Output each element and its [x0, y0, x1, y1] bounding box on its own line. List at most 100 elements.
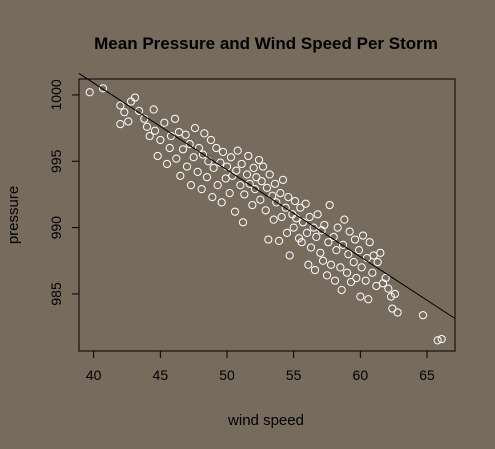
data-point: [292, 214, 301, 223]
data-point: [285, 251, 294, 260]
data-point: [230, 207, 240, 216]
data-point: [198, 150, 208, 159]
data-point: [248, 200, 257, 210]
data-point: [304, 260, 313, 269]
data-point: [240, 190, 249, 199]
data-point: [197, 185, 206, 194]
data-point: [325, 200, 334, 210]
data-point: [172, 154, 181, 163]
data-point: [160, 118, 169, 127]
data-point: [358, 231, 368, 240]
data-point: [433, 336, 442, 345]
data-point: [277, 212, 286, 222]
data-point: [346, 277, 356, 287]
data-point: [324, 238, 333, 247]
data-point: [149, 105, 158, 114]
x-tick-label: 40: [86, 367, 102, 383]
data-point: [354, 246, 364, 255]
regression-line: [78, 73, 456, 319]
data-point: [364, 295, 373, 304]
data-point: [226, 153, 236, 162]
data-point: [309, 223, 318, 232]
data-point: [242, 170, 252, 179]
data-point: [262, 183, 272, 192]
data-point: [153, 151, 162, 161]
y-tick-label: 990: [48, 216, 64, 240]
data-point: [204, 157, 213, 166]
data-point: [369, 251, 378, 260]
data-point: [232, 166, 241, 175]
data-point: [250, 185, 260, 194]
x-tick-label: 65: [419, 367, 435, 383]
data-point: [333, 223, 342, 232]
data-point: [390, 289, 400, 299]
data-point: [206, 135, 216, 145]
chart-title: Mean Pressure and Wind Speed Per Storm: [94, 34, 438, 53]
data-point: [305, 212, 314, 222]
x-tick-label: 50: [219, 367, 235, 383]
data-point: [310, 265, 320, 275]
plot-frame: [78, 78, 456, 352]
data-point: [338, 240, 348, 249]
data-point: [318, 256, 328, 265]
data-point: [281, 203, 290, 212]
data-point: [418, 311, 428, 320]
data-point: [269, 215, 278, 224]
data-point: [317, 226, 326, 235]
data-point: [352, 273, 361, 283]
data-point: [182, 162, 192, 171]
data-point: [356, 292, 365, 301]
data-point: [190, 123, 200, 133]
data-point: [162, 159, 172, 169]
data-point: [297, 238, 306, 247]
data-point: [368, 268, 377, 277]
fit-line-layer: [78, 73, 456, 319]
data-point: [336, 263, 345, 272]
data-point: [257, 177, 266, 186]
data-points: [85, 84, 446, 345]
data-point: [388, 304, 397, 313]
data-point: [124, 117, 133, 126]
data-point: [326, 260, 336, 269]
data-point: [208, 192, 217, 202]
data-point: [350, 235, 360, 244]
data-point: [156, 135, 165, 145]
x-axis-label: wind speed: [227, 412, 304, 429]
data-point: [313, 210, 322, 219]
data-point: [120, 108, 129, 117]
x-tick-label: 55: [286, 367, 302, 383]
data-point: [322, 271, 332, 280]
data-point: [236, 181, 245, 190]
data-point: [372, 281, 381, 291]
data-point: [217, 198, 226, 207]
data-point: [145, 131, 154, 141]
data-point: [274, 236, 284, 245]
data-point: [361, 276, 370, 285]
data-point: [365, 238, 374, 247]
data-point: [126, 97, 136, 106]
data-point: [181, 130, 190, 139]
data-point: [249, 163, 258, 172]
data-point: [178, 145, 188, 154]
data-point: [245, 179, 254, 188]
data-point: [252, 173, 261, 182]
data-point: [376, 248, 385, 257]
y-tick-label: 985: [48, 282, 64, 306]
data-point: [202, 173, 212, 182]
data-point: [189, 153, 198, 162]
data-point: [282, 228, 292, 238]
data-point: [437, 334, 446, 344]
data-point: [276, 189, 285, 198]
data-point: [142, 122, 152, 131]
y-axis: 985 990 995 1000: [48, 79, 80, 306]
data-point: [244, 151, 253, 161]
data-point: [290, 196, 300, 206]
x-tick-label: 45: [153, 367, 169, 383]
data-point: [209, 163, 218, 172]
x-axis: 40 45 50 55 60 65: [86, 350, 435, 383]
data-point: [254, 155, 264, 165]
data-point: [349, 258, 358, 267]
data-point: [302, 228, 312, 238]
data-point: [193, 167, 202, 176]
data-point: [221, 174, 230, 183]
